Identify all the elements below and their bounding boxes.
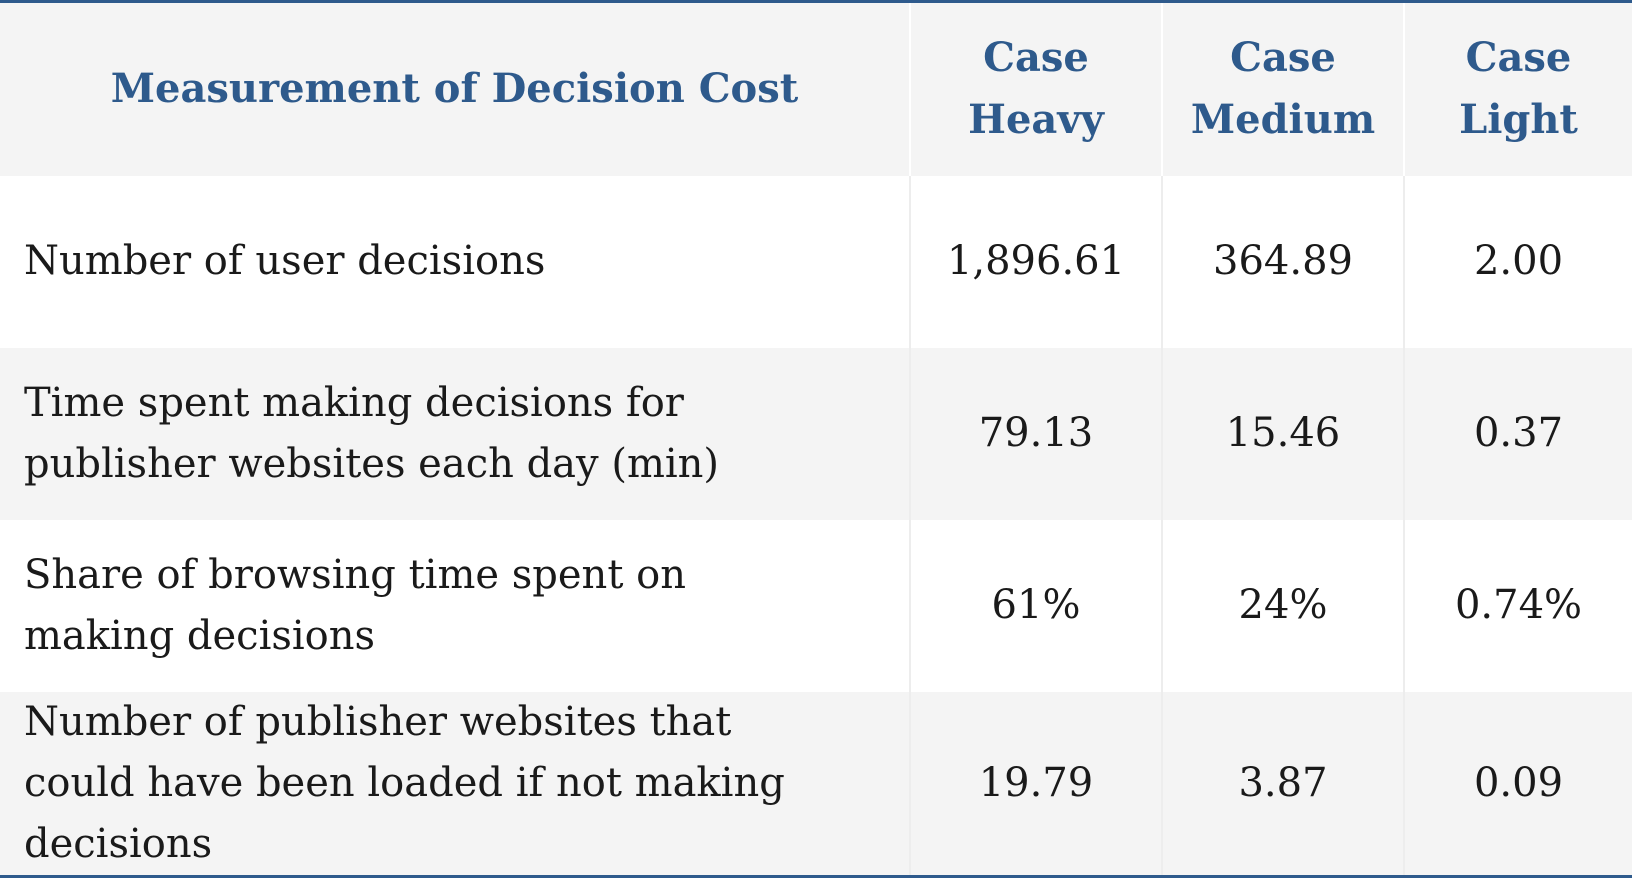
- header-case-light: Case Light: [1403, 0, 1632, 176]
- cell-case-medium: 3.87: [1161, 691, 1404, 876]
- row-label: Time spent making decisions for publishe…: [24, 379, 720, 487]
- cell-case-heavy: 19.79: [909, 691, 1162, 876]
- cell-case-medium: 24%: [1161, 519, 1404, 692]
- header-case-medium: Case Medium: [1161, 0, 1404, 176]
- header-case-heavy: Case Heavy: [909, 0, 1162, 176]
- header-row: Measurement of Decision Cost Case Heavy …: [0, 0, 1632, 176]
- cell-case-light: 0.09: [1403, 691, 1632, 876]
- cell-case-light: 2.00: [1403, 175, 1632, 348]
- cell-case-light: 0.74%: [1403, 519, 1632, 692]
- cell-case-heavy: 79.13: [909, 347, 1162, 520]
- cell-case-light: 0.37: [1403, 347, 1632, 520]
- header-measurement: Measurement of Decision Cost: [0, 0, 910, 176]
- cell-case-medium: 15.46: [1161, 347, 1404, 520]
- table-row: Time spent making decisions for publishe…: [0, 347, 1632, 520]
- table-body: Number of user decisions 1,896.61 364.89…: [0, 175, 1632, 876]
- row-label: Share of browsing time spent on making d…: [24, 551, 686, 659]
- table-row: Number of user decisions 1,896.61 364.89…: [0, 175, 1632, 348]
- table-header: Measurement of Decision Cost Case Heavy …: [0, 0, 1632, 176]
- cell-case-heavy: 61%: [909, 519, 1162, 692]
- table-row: Number of publisher websites that could …: [0, 691, 1632, 876]
- cell-case-heavy: 1,896.61: [909, 175, 1162, 348]
- row-label: Number of user decisions: [24, 238, 546, 284]
- table-row: Share of browsing time spent on making d…: [0, 519, 1632, 692]
- cell-case-medium: 364.89: [1161, 175, 1404, 348]
- row-label: Number of publisher websites that could …: [24, 698, 785, 867]
